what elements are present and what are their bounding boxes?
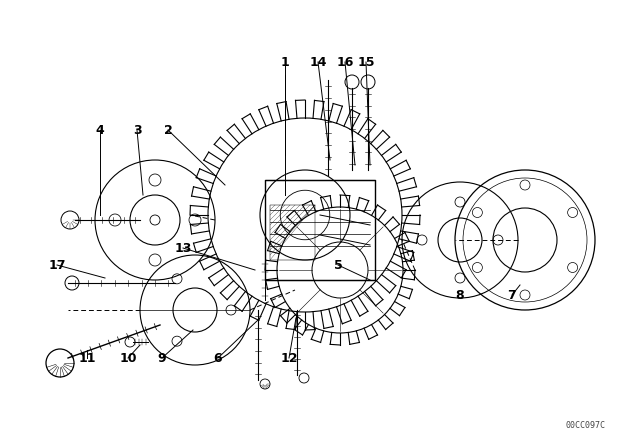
Text: 14: 14 [309, 56, 327, 69]
Text: 5: 5 [333, 258, 342, 271]
Bar [265, 180, 375, 280]
Text: 6: 6 [214, 352, 222, 365]
Text: 13: 13 [174, 241, 192, 254]
Text: 15: 15 [357, 56, 375, 69]
Text: 7: 7 [508, 289, 516, 302]
Text: 4: 4 [95, 124, 104, 137]
Text: 10: 10 [119, 352, 137, 365]
Text: 8: 8 [456, 289, 464, 302]
Text: 17: 17 [48, 258, 66, 271]
Text: 11: 11 [78, 352, 96, 365]
Text: 1: 1 [280, 56, 289, 69]
Bar [270, 205, 315, 260]
Text: 2: 2 [164, 124, 172, 137]
Text: 3: 3 [132, 124, 141, 137]
Text: 00CC097C: 00CC097C [565, 421, 605, 430]
Text: 12: 12 [280, 352, 298, 365]
Text: 9: 9 [157, 352, 166, 365]
Text: 16: 16 [336, 56, 354, 69]
